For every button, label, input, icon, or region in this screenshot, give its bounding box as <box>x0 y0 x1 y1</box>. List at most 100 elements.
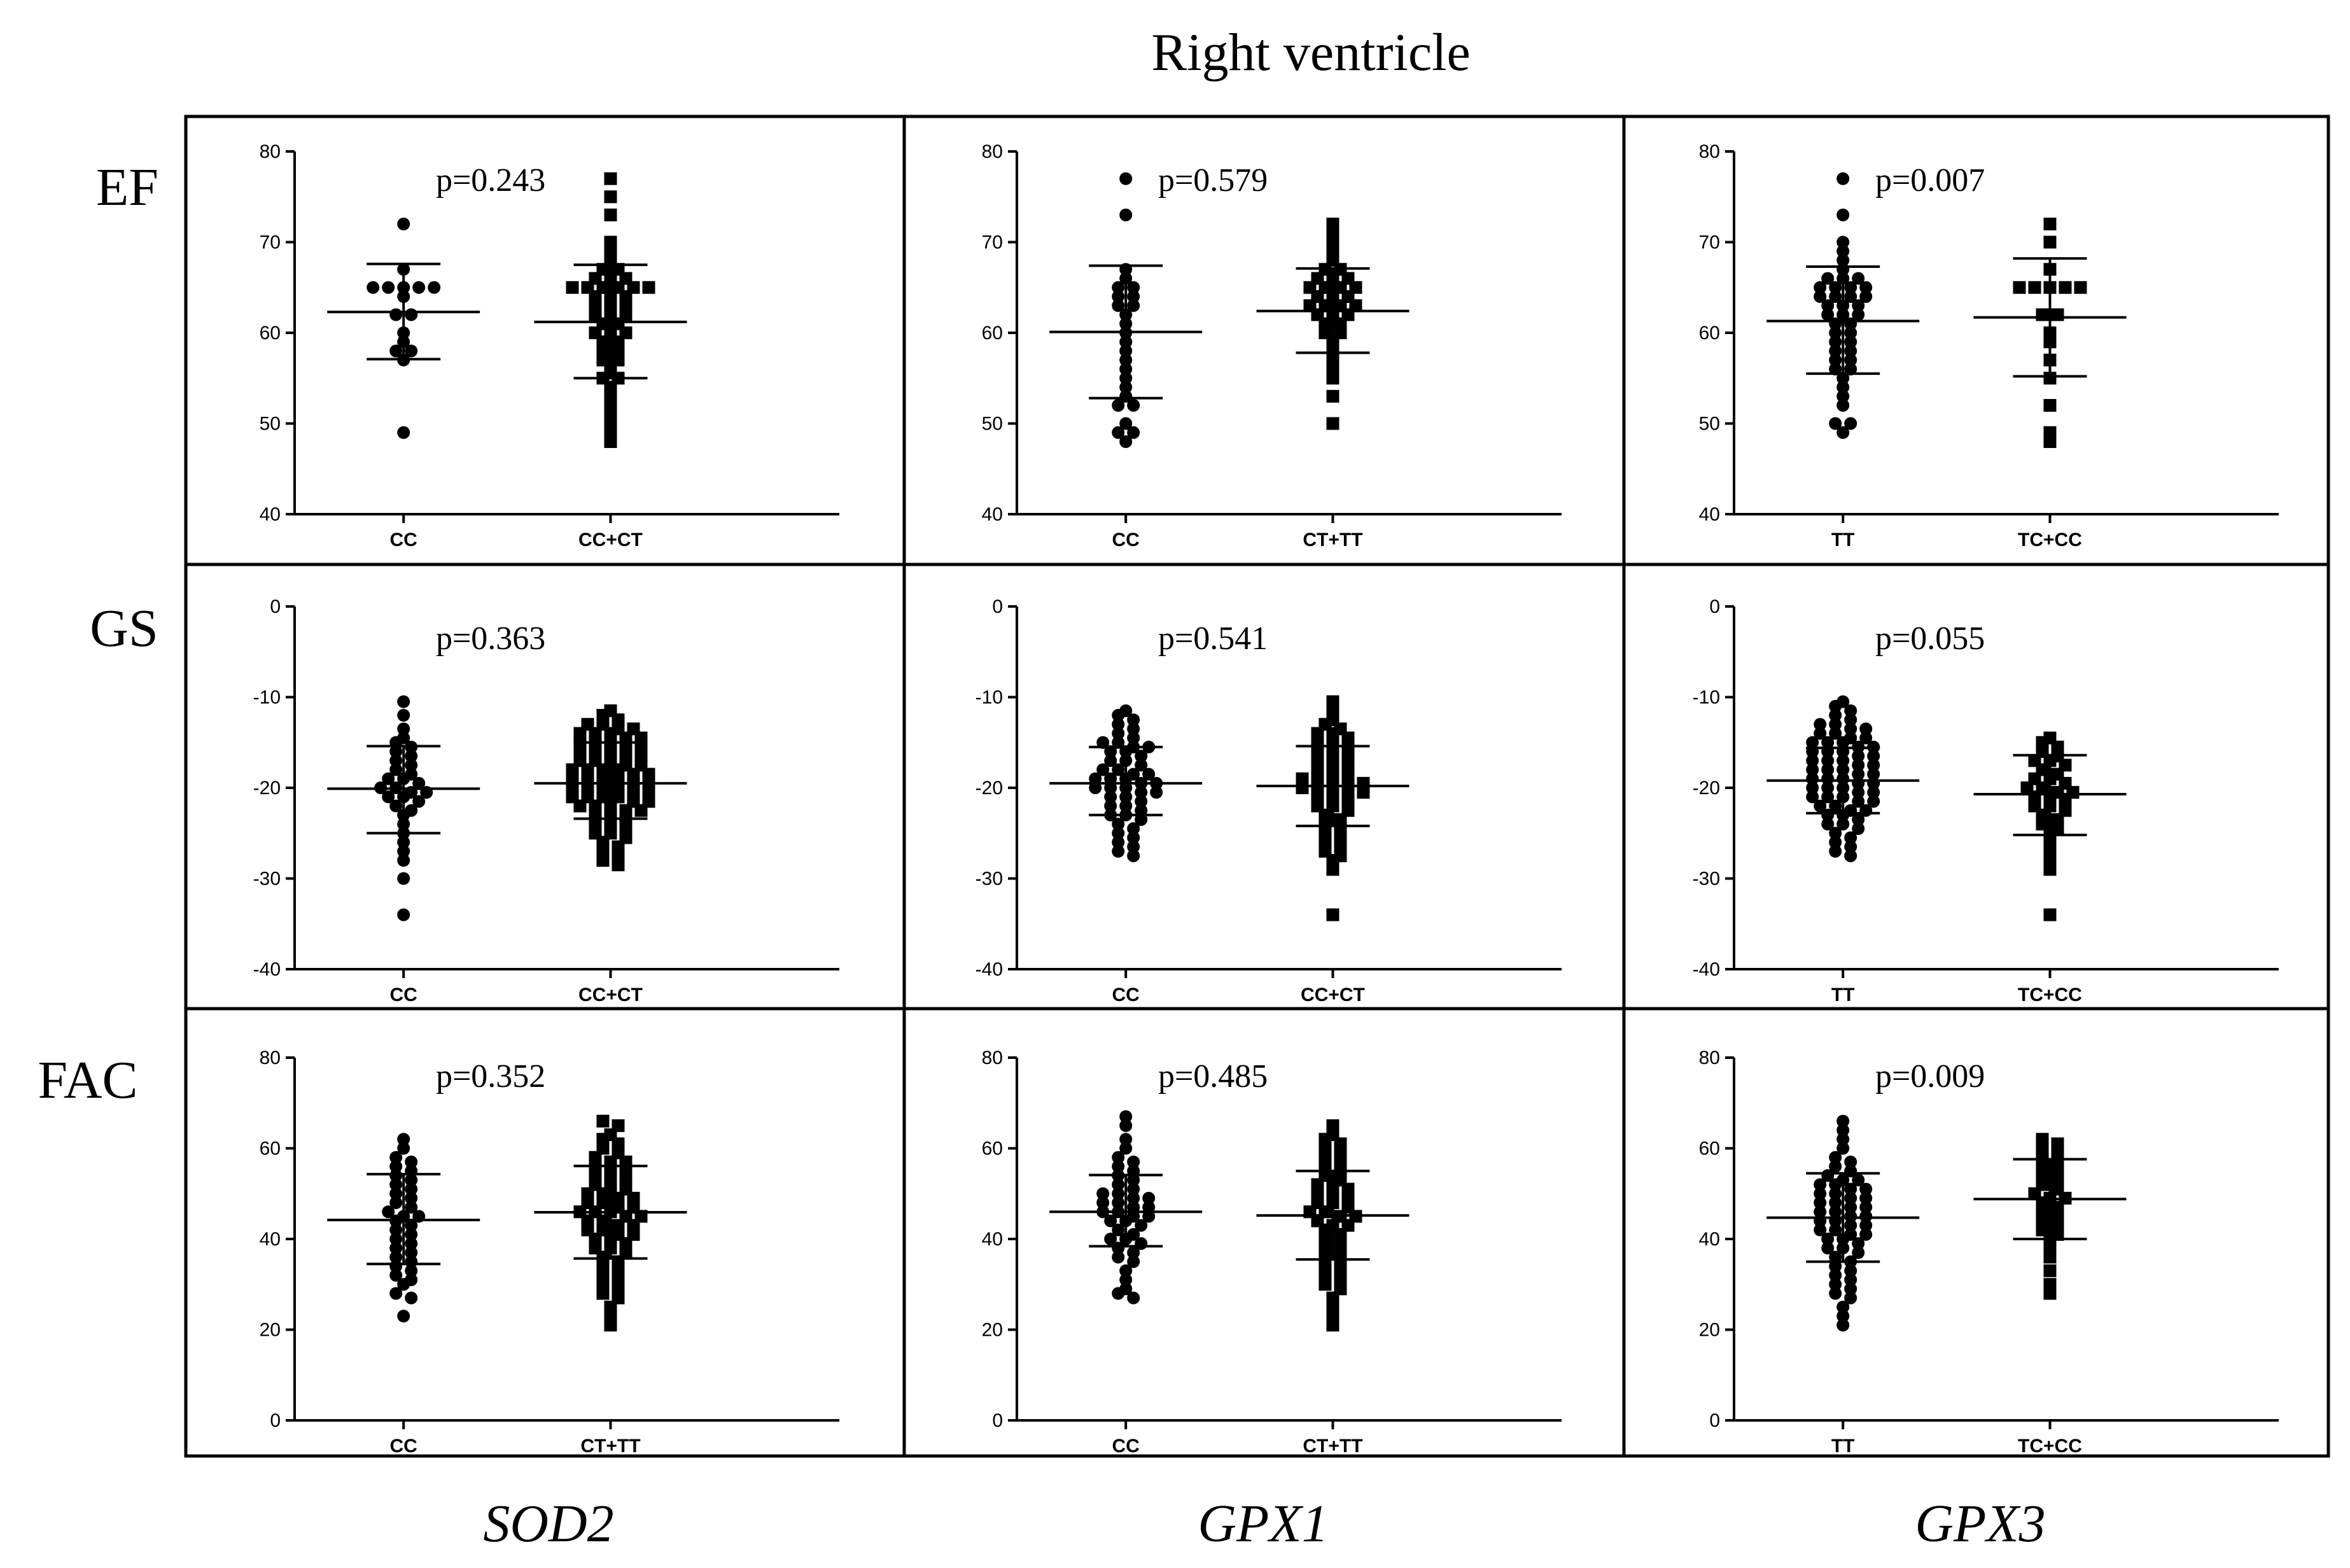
data-point <box>1829 417 1842 430</box>
data-point <box>596 1114 610 1128</box>
data-point <box>389 1223 403 1236</box>
data-point <box>1844 363 1857 375</box>
data-point <box>573 799 587 813</box>
data-point <box>1844 722 1857 736</box>
y-tick-label: 80 <box>982 141 1003 162</box>
y-tick-label: 80 <box>260 1047 281 1068</box>
data-point <box>596 854 610 867</box>
data-point <box>1844 353 1857 367</box>
panel-fac-sod2: 0 20 40 60 80 p=0.352 CC CT+TT <box>260 1047 839 1457</box>
data-point <box>1859 281 1873 294</box>
data-point <box>397 709 410 722</box>
data-point <box>1119 1133 1133 1146</box>
data-point <box>1829 1269 1842 1282</box>
data-point <box>1127 822 1140 836</box>
data-point <box>1844 1264 1857 1277</box>
data-point <box>1836 389 1850 403</box>
data-point <box>389 1196 403 1209</box>
data-point <box>2074 281 2087 294</box>
data-point <box>1135 759 1148 772</box>
data-point <box>389 1178 403 1191</box>
data-point <box>1119 417 1133 430</box>
data-point <box>1836 736 1850 749</box>
data-point <box>1119 208 1133 221</box>
x-tick-label: CC <box>1112 984 1140 1005</box>
y-tick-label: 50 <box>1699 414 1720 435</box>
data-point <box>1821 754 1835 767</box>
data-point <box>1814 1187 1827 1200</box>
data-point <box>1844 713 1857 727</box>
data-point <box>1814 718 1827 731</box>
data-point <box>1127 1173 1140 1187</box>
p-value-label: p=0.541 <box>1158 620 1268 657</box>
data-point <box>1814 799 1827 813</box>
data-point <box>1829 344 1842 358</box>
data-point <box>1814 1223 1827 1236</box>
data-point <box>1852 308 1865 321</box>
data-point <box>405 1291 418 1305</box>
data-point <box>566 281 579 294</box>
data-point <box>389 1151 403 1164</box>
data-point <box>1844 1282 1857 1296</box>
data-point <box>1829 1223 1842 1236</box>
data-point <box>1104 790 1117 804</box>
data-point <box>1142 1191 1156 1205</box>
data-point <box>1852 767 1865 781</box>
y-tick-label: 80 <box>1699 1047 1720 1068</box>
data-point <box>1112 1250 1125 1264</box>
data-point <box>389 1242 403 1255</box>
data-point <box>1806 736 1819 749</box>
data-point <box>1859 1201 1873 1214</box>
data-point <box>397 1310 410 1323</box>
p-value-label: p=0.485 <box>1158 1058 1268 1095</box>
data-point <box>1836 818 1850 830</box>
data-point <box>1104 799 1117 813</box>
data-point <box>1852 299 1865 312</box>
y-tick-label: 40 <box>1699 504 1720 525</box>
data-point <box>1821 781 1835 794</box>
y-tick-label: 0 <box>1709 596 1720 617</box>
y-tick-label: 40 <box>982 504 1003 525</box>
data-point <box>1844 1155 1857 1168</box>
data-point <box>1112 1196 1125 1209</box>
data-point <box>1852 786 1865 799</box>
x-tick-label: CT+TT <box>1303 529 1362 550</box>
data-point <box>1836 1319 1850 1332</box>
p-value-label: p=0.007 <box>1875 162 1985 199</box>
figure-title: Right ventricle <box>1151 23 1471 82</box>
data-point <box>1112 399 1125 412</box>
data-point <box>1814 1205 1827 1219</box>
data-point <box>1127 1155 1140 1168</box>
data-point <box>1836 1300 1850 1313</box>
data-point <box>2051 308 2064 321</box>
data-point <box>1119 1282 1133 1296</box>
data-point <box>1112 844 1125 858</box>
y-tick-label: 80 <box>1699 141 1720 162</box>
data-point <box>1112 736 1125 749</box>
data-point <box>1119 1273 1133 1287</box>
data-point <box>1852 759 1865 772</box>
data-point <box>405 1264 418 1277</box>
p-value-label: p=0.055 <box>1875 620 1985 657</box>
data-point <box>397 695 410 708</box>
data-point <box>1821 299 1835 312</box>
data-point <box>612 1119 625 1132</box>
data-point <box>1326 417 1339 430</box>
panel-gs-gpx3: -40 -30 -20 -10 0 p=0.055 TT TC+CC <box>1693 596 2279 1005</box>
y-tick-label: 80 <box>260 141 281 162</box>
data-point <box>389 1160 403 1173</box>
data-point <box>1836 254 1850 267</box>
y-tick-label: -20 <box>976 778 1003 799</box>
x-tick-label: CC+CT <box>1301 984 1365 1005</box>
x-tick-label: TC+CC <box>2018 1436 2082 1457</box>
data-point <box>1829 699 1842 713</box>
data-point <box>1836 381 1850 394</box>
data-point <box>1089 781 1102 794</box>
data-point <box>1829 1259 1842 1273</box>
data-point <box>634 804 648 817</box>
data-point <box>1821 1242 1835 1255</box>
data-point <box>1112 718 1125 731</box>
data-point <box>389 308 403 321</box>
data-point <box>604 172 617 185</box>
